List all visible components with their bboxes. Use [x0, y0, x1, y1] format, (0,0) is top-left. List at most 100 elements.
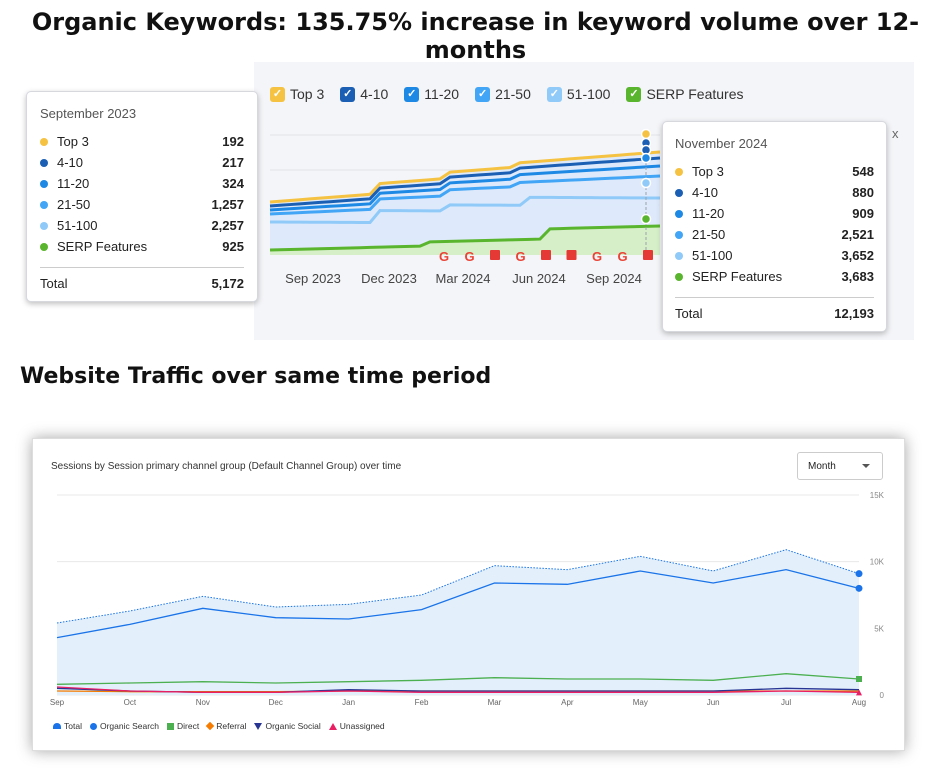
google-marker-icon: G: [617, 249, 627, 264]
x-tick-label: Jun 2024: [512, 271, 566, 286]
legend-item-4-10[interactable]: ✓ 4-10: [340, 86, 388, 102]
hover-dot: [640, 213, 652, 225]
checkbox-icon: ✓: [475, 86, 491, 102]
headline: Organic Keywords: 135.75% increase in ke…: [31, 8, 920, 64]
flag-marker-icon: [541, 250, 551, 260]
tooltip-row-value: 324: [222, 176, 244, 191]
tooltip-total-label: Total: [40, 276, 68, 291]
legend-item-11-20[interactable]: ✓ 11-20: [404, 86, 459, 102]
series-line-organic-search: [56, 569, 860, 639]
x-tick-label: Dec: [269, 698, 283, 707]
legend-label: 21-50: [495, 86, 531, 102]
series-dot-icon: [40, 221, 48, 230]
tooltip-november-2024: November 2024 Top 3 548 4-10 880 11-20 909 21-…: [662, 121, 887, 332]
tooltip-row-value: 1,257: [211, 197, 244, 212]
legend-label: SERP Features: [646, 86, 744, 102]
tooltip-divider: [675, 297, 874, 298]
traffic-chart-svg: 15K 10K 5K 0 Sep Oct Nov Dec Jan Feb Mar Apr May Jun J…: [50, 491, 885, 707]
legend-item-unassigned: Unassigned: [328, 721, 385, 731]
x-tick-label: Apr: [561, 698, 574, 707]
x-tick-label: Oct: [124, 698, 137, 707]
x-tick-label: Dec 2023: [361, 271, 417, 286]
tooltip-row-label: 51-100: [692, 248, 733, 263]
triangle-down-icon: [254, 722, 263, 730]
tooltip-row: SERP Features 3,683: [675, 266, 874, 287]
tooltip-row: 51-100 2,257: [40, 215, 244, 236]
x-tick-label: Sep 2023: [285, 271, 341, 286]
tooltip-total: Total 5,172: [40, 276, 244, 291]
tooltip-row-label: Top 3: [692, 164, 724, 179]
tooltip-row-label: 11-20: [692, 206, 725, 221]
keyword-line-serp-features: [269, 224, 661, 252]
y-tick-label: 5K: [874, 624, 884, 633]
x-tick-label: Sep: [50, 698, 65, 707]
tooltip-row-label: 11-20: [57, 176, 90, 191]
tooltip-row-label: Top 3: [57, 134, 89, 149]
keyword-line-top-3: [269, 150, 661, 204]
tooltip-total: Total 12,193: [675, 306, 874, 321]
x-tick-label: Jan: [342, 698, 355, 707]
checkbox-icon: ✓: [270, 86, 285, 102]
keyword-line-51-100: [269, 195, 661, 225]
tooltip-row: 21-50 1,257: [40, 194, 244, 215]
legend-label: Top 3: [290, 86, 325, 102]
legend-item-serp-features[interactable]: ✓ SERP Features: [626, 86, 743, 102]
x-tick-label: Mar 2024: [436, 271, 491, 286]
series-line-unassigned: [56, 686, 860, 693]
series-end-marker: [856, 676, 862, 682]
period-select[interactable]: Month: [797, 452, 883, 480]
tooltip-total-value: 5,172: [211, 276, 244, 291]
tooltip-row-label: SERP Features: [692, 269, 783, 284]
legend-label: Organic Search: [99, 721, 160, 731]
checkbox-icon: ✓: [626, 86, 642, 102]
legend-item-21-50[interactable]: ✓ 21-50: [475, 86, 531, 102]
tooltip-row-label: 51-100: [57, 218, 98, 233]
tooltip-row-label: 21-50: [57, 197, 91, 212]
checkbox-icon: ✓: [546, 86, 562, 102]
legend-item-51-100[interactable]: ✓ 51-100: [546, 86, 611, 102]
legend-label: Referral: [216, 721, 247, 731]
keyword-line-4-10: [269, 156, 661, 208]
series-dot-icon: [675, 209, 683, 218]
tooltip-row-value: 880: [852, 185, 874, 200]
series-dot-icon: [675, 167, 683, 176]
traffic-legend: Total Organic Search Direct Referral Organic…: [53, 721, 385, 731]
x-tick-label: Sep 2024: [586, 271, 642, 286]
tooltip-rows: Top 3 192 4-10 217 11-20 324 21-50 1,257 51-100 2…: [40, 131, 244, 257]
legend-item-total: Total: [53, 721, 82, 731]
legend-label: Organic Social: [265, 721, 321, 731]
y-tick-label: 15K: [870, 491, 885, 500]
x-tick-label: Mar: [488, 698, 502, 707]
square-icon: [167, 722, 175, 730]
legend-item-referral: Referral: [205, 721, 247, 731]
flag-marker-icon: [643, 250, 653, 260]
series-end-marker: [855, 584, 863, 592]
series-dot-icon: [40, 137, 48, 146]
checkbox-icon: ✓: [404, 86, 420, 102]
tooltip-date: November 2024: [675, 136, 768, 151]
tooltip-row: 4-10 880: [675, 182, 874, 203]
series-dot-icon: [675, 272, 683, 281]
tooltip-row-value: 192: [222, 134, 244, 149]
total-area: [57, 549, 859, 695]
tooltip-row: 11-20 324: [40, 173, 244, 194]
hover-dot: [640, 152, 652, 164]
tooltip-row-label: SERP Features: [57, 239, 148, 254]
keyword-line-21-50: [269, 174, 661, 216]
legend-label: 11-20: [424, 86, 460, 102]
tooltip-total-value: 12,193: [834, 306, 874, 321]
tooltip-row: 51-100 3,652: [675, 245, 874, 266]
pin-icon: [53, 723, 61, 729]
tooltip-divider: [40, 267, 244, 268]
series-line-total: [56, 549, 860, 624]
checkbox-icon: ✓: [340, 86, 356, 102]
x-tick-label: Nov: [196, 698, 210, 707]
circle-icon: [89, 722, 97, 730]
series-dot-icon: [675, 188, 683, 197]
period-select-value: Month: [808, 460, 836, 472]
keyword-line-11-20: [269, 164, 661, 212]
legend-label: 51-100: [566, 86, 611, 102]
legend-item-top-3[interactable]: ✓ Top 3: [270, 86, 324, 102]
triangle-up-icon: [328, 722, 337, 730]
series-dot-icon: [675, 230, 683, 239]
